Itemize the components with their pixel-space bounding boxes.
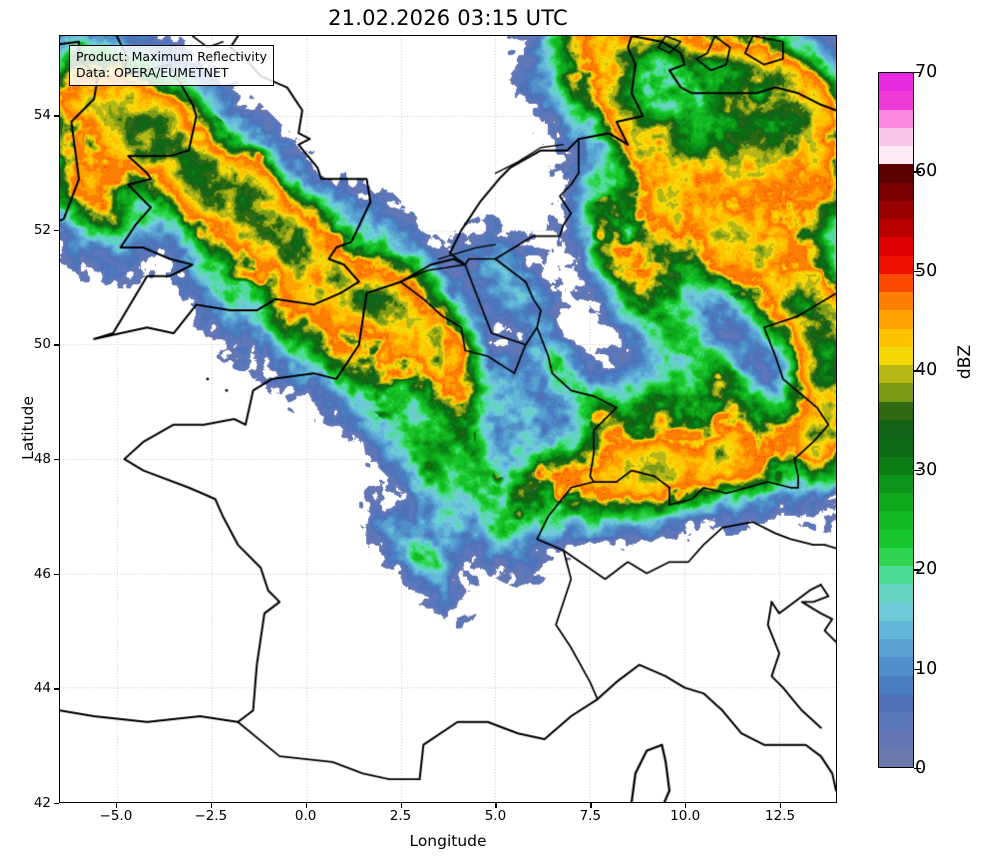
colorbar-tick-label: 50: [915, 260, 938, 281]
colorbar-tick-mark: [914, 569, 921, 571]
y-tick-label: 54: [33, 107, 51, 124]
colorbar-band: [879, 527, 913, 548]
x-tick-label: 10.0: [670, 808, 701, 824]
x-tick-mark: [305, 803, 307, 808]
colorbar-band: [879, 253, 913, 274]
x-tick-label: 12.5: [765, 808, 796, 824]
colorbar-tick-mark: [914, 270, 921, 273]
colorbar-band: [879, 454, 913, 475]
colorbar-tick-mark: [914, 171, 921, 173]
y-tick-mark: [54, 344, 59, 346]
colorbar-tick-mark: [914, 469, 921, 472]
colorbar-band: [879, 235, 913, 256]
x-tick-label: 2.5: [389, 808, 412, 824]
colorbar-band: [879, 107, 913, 128]
colorbar-band: [879, 400, 913, 420]
colorbar-band: [879, 363, 913, 384]
colorbar-tick-label: 30: [915, 459, 938, 480]
y-tick-mark: [54, 803, 59, 805]
colorbar-band: [879, 473, 913, 494]
y-axis-tick-labels: 42 44 46 48 50 52 54: [0, 0, 51, 860]
x-tick-label: −5.0: [99, 808, 133, 824]
colorbar-band: [879, 144, 913, 165]
colorbar-band: [879, 673, 913, 694]
colorbar-band: [879, 308, 913, 329]
colorbar-band: [879, 89, 913, 110]
colorbar-band: [879, 162, 913, 183]
colorbar-band: [879, 546, 913, 567]
y-axis-label: Latitude: [19, 396, 37, 460]
colorbar-tick-label: 40: [915, 360, 938, 381]
x-tick-mark: [590, 803, 592, 808]
annotation-data-line: Data: OPERA/EUMETNET: [76, 65, 229, 80]
colorbar-tick-mark: [914, 72, 921, 74]
colorbar-band: [879, 326, 913, 347]
x-tick-mark: [780, 803, 782, 808]
colorbar-tick-mark: [914, 768, 921, 770]
x-tick-mark: [400, 803, 402, 808]
colorbar-band: [879, 345, 913, 366]
y-tick-label: 44: [33, 680, 51, 697]
x-tick-mark: [115, 803, 118, 808]
y-tick-mark: [54, 573, 59, 576]
colorbar-band: [879, 126, 913, 147]
y-tick-label: 50: [33, 336, 51, 353]
colorbar-band: [879, 272, 913, 293]
annotation-product-line: Product: Maximum Reflectivity: [76, 49, 268, 64]
colorbar: [878, 72, 914, 768]
colorbar-band: [879, 728, 913, 749]
colorbar-band: [879, 747, 913, 767]
x-tick-label: 5.0: [484, 808, 507, 824]
colorbar-band: [879, 73, 913, 92]
colorbar-tick-label: 60: [915, 161, 938, 182]
y-tick-label: 42: [33, 795, 51, 811]
x-tick-label: −2.5: [194, 808, 228, 824]
colorbar-band: [879, 582, 913, 603]
x-axis-label: Longitude: [409, 832, 487, 850]
colorbar-tick-label: 20: [915, 559, 938, 580]
map-axes[interactable]: Product: Maximum Reflectivity Data: OPER…: [59, 35, 837, 803]
colorbar-tick-mark: [914, 370, 921, 372]
colorbar-band: [879, 436, 913, 457]
colorbar-tick-label: 70: [915, 62, 938, 82]
y-tick-label: 52: [33, 221, 51, 238]
y-tick-mark: [54, 688, 59, 690]
colorbar-band: [879, 637, 913, 658]
colorbar-band: [879, 217, 913, 238]
colorbar-band: [879, 655, 913, 676]
y-tick-label: 46: [33, 565, 51, 582]
y-tick-mark: [54, 459, 59, 461]
product-annotation-box: Product: Maximum Reflectivity Data: OPER…: [69, 45, 275, 86]
x-tick-label: 7.5: [579, 808, 602, 824]
x-tick-label: 0.0: [294, 808, 317, 824]
radar-reflectivity-canvas: [60, 36, 836, 802]
colorbar-band: [879, 180, 913, 201]
y-tick-label: 48: [33, 451, 51, 468]
colorbar-tick-label: 10: [915, 658, 938, 679]
x-tick-mark: [495, 803, 497, 808]
y-tick-mark: [54, 229, 59, 232]
colorbar-band: [879, 199, 913, 220]
colorbar-band: [879, 509, 913, 530]
colorbar-band: [879, 600, 913, 621]
colorbar-band: [879, 491, 913, 512]
colorbar-band: [879, 710, 913, 731]
colorbar-tick-mark: [914, 668, 921, 670]
x-tick-mark: [210, 803, 213, 808]
x-tick-mark: [685, 803, 687, 808]
colorbar-band: [879, 619, 913, 640]
colorbar-band: [879, 418, 913, 439]
colorbar-band: [879, 564, 913, 585]
page-title: 21.02.2026 03:15 UTC: [328, 6, 568, 30]
y-tick-mark: [54, 115, 59, 117]
colorbar-label: dBZ: [955, 344, 975, 380]
colorbar-band: [879, 692, 913, 713]
colorbar-band: [879, 290, 913, 311]
colorbar-band: [879, 381, 913, 402]
